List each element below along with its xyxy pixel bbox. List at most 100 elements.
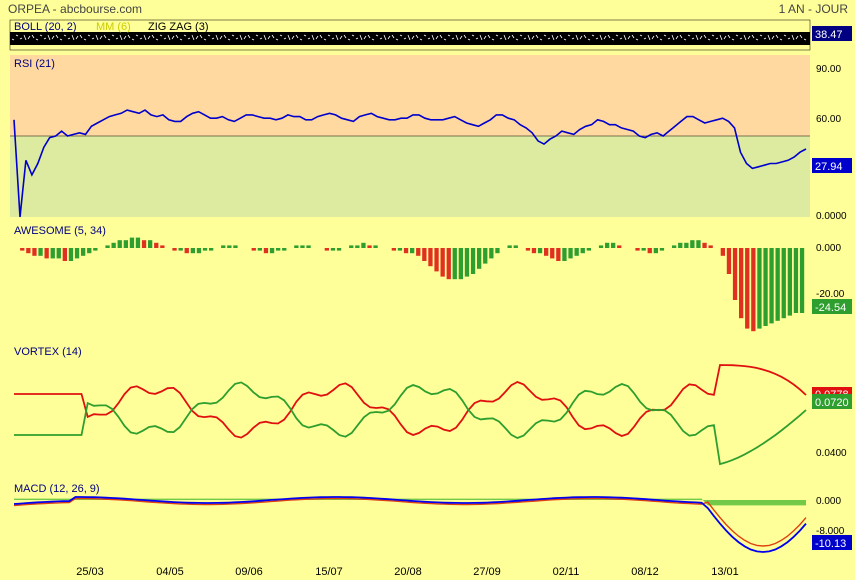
x-axis-label: 02/11 <box>553 566 580 578</box>
rsi-tick-60: 60.00 <box>816 114 841 125</box>
awesome-bar <box>196 248 202 254</box>
awesome-bar <box>525 248 531 251</box>
awesome-bar <box>373 245 378 248</box>
awesome-bar <box>20 248 25 251</box>
rsi-tick-90: 90.00 <box>816 64 841 75</box>
awesome-bar <box>74 248 80 259</box>
awesome-bar <box>775 248 780 321</box>
awesome-bar <box>605 242 610 248</box>
awesome-bar <box>757 248 762 329</box>
awesome-panel: AWESOME (5, 34) 0.000 -20.00 -24.54 <box>14 225 852 332</box>
awesome-bar <box>544 248 549 256</box>
awesome-bar <box>361 242 366 248</box>
awesome-bar <box>87 248 92 254</box>
awesome-bar <box>751 248 756 332</box>
legend-zigzag: ZIG ZAG (3) <box>148 21 209 33</box>
awesome-bar <box>653 248 658 254</box>
awesome-bar <box>123 240 128 248</box>
awesome-bars <box>20 237 805 332</box>
awesome-bar <box>787 248 792 316</box>
awesome-bar <box>129 237 135 248</box>
chart-period: 1 AN - JOUR <box>779 2 849 16</box>
price-last-value: 38.47 <box>815 29 843 41</box>
awesome-bar <box>531 248 537 254</box>
awesome-bar <box>355 245 360 248</box>
rsi-panel: RSI (21) 90.00 60.00 0.0000 27.94 <box>10 55 852 222</box>
rsi-series-line <box>13 109 807 218</box>
legend-mm: MM (6) <box>96 21 131 33</box>
awesome-bar <box>611 242 616 248</box>
awesome-bar <box>416 248 421 256</box>
awesome-bar <box>799 248 805 313</box>
awesome-bar <box>568 248 573 259</box>
awesome-bar <box>726 248 732 274</box>
awesome-bar <box>708 245 713 248</box>
awesome-bar <box>81 248 86 256</box>
awesome-bar <box>696 240 701 248</box>
awesome-bar <box>263 248 269 254</box>
chart-title: ORPEA - abcbourse.com <box>8 2 142 16</box>
awesome-bar <box>330 248 336 251</box>
awesome-bar <box>336 248 342 251</box>
awesome-bar <box>257 248 262 251</box>
awesome-bar <box>68 248 74 261</box>
awesome-bar <box>659 248 665 251</box>
macd-tick-8: -8.000 <box>816 526 845 537</box>
awesome-bar <box>349 245 354 248</box>
vortex-plus-line <box>14 381 807 466</box>
awesome-bar <box>635 248 640 251</box>
awesome-bar <box>702 242 707 248</box>
awesome-bar <box>367 245 372 248</box>
awesome-bar <box>276 248 281 251</box>
awesome-bar <box>489 248 494 259</box>
awesome-bar <box>550 248 555 259</box>
awesome-bar <box>324 248 329 251</box>
x-axis: 25/03 04/05 09/06 15/07 20/08 27/09 02/11 08/12… <box>76 566 739 578</box>
awesome-title: AWESOME (5, 34) <box>14 225 106 237</box>
awesome-bar <box>647 248 652 254</box>
rsi-last-value: 27.94 <box>815 161 843 173</box>
awesome-bar <box>495 248 500 254</box>
macd-title: MACD (12, 26, 9) <box>14 483 100 495</box>
price-band-pattern <box>11 34 807 41</box>
awesome-bar <box>403 248 409 254</box>
awesome-bar <box>306 245 311 248</box>
awesome-bar <box>93 248 98 251</box>
awesome-bar <box>556 248 561 261</box>
awesome-bar <box>477 248 482 269</box>
x-axis-label: 08/12 <box>631 566 659 578</box>
awesome-bar <box>117 240 122 248</box>
awesome-bar <box>580 248 585 254</box>
awesome-bar <box>586 248 591 251</box>
x-axis-label: 15/07 <box>315 566 343 578</box>
x-axis-label: 13/01 <box>711 566 739 578</box>
awesome-bar <box>282 248 287 251</box>
awesome-tick-20: -20.00 <box>816 289 845 300</box>
awesome-bar <box>209 248 214 251</box>
awesome-bar <box>470 248 476 274</box>
awesome-bar <box>221 245 226 248</box>
legend-boll: BOLL (20, 2) <box>14 21 77 33</box>
rsi-tick-0: 0.0000 <box>816 211 847 222</box>
awesome-bar <box>141 240 147 248</box>
awesome-bar <box>617 245 622 248</box>
macd-tick-0: 0.000 <box>816 496 841 507</box>
awesome-bar <box>562 248 567 261</box>
awesome-bar <box>763 248 768 326</box>
price-panel: BOLL (20, 2) MM (6) ZIG ZAG (3) 38.47 <box>9 19 852 51</box>
macd-signal-line <box>13 497 807 547</box>
awesome-bar <box>574 248 579 256</box>
x-axis-label: 04/05 <box>156 566 184 578</box>
awesome-bar <box>410 248 415 254</box>
awesome-bar <box>269 248 275 254</box>
macd-line <box>13 496 807 553</box>
awesome-bar <box>422 248 427 261</box>
awesome-bar <box>507 245 512 248</box>
awesome-bar <box>62 248 67 261</box>
awesome-bar <box>154 242 159 248</box>
awesome-bar <box>672 245 677 248</box>
vortex-tick: 0.0400 <box>816 448 847 459</box>
x-axis-label: 09/06 <box>235 566 263 578</box>
awesome-bar <box>397 248 403 251</box>
